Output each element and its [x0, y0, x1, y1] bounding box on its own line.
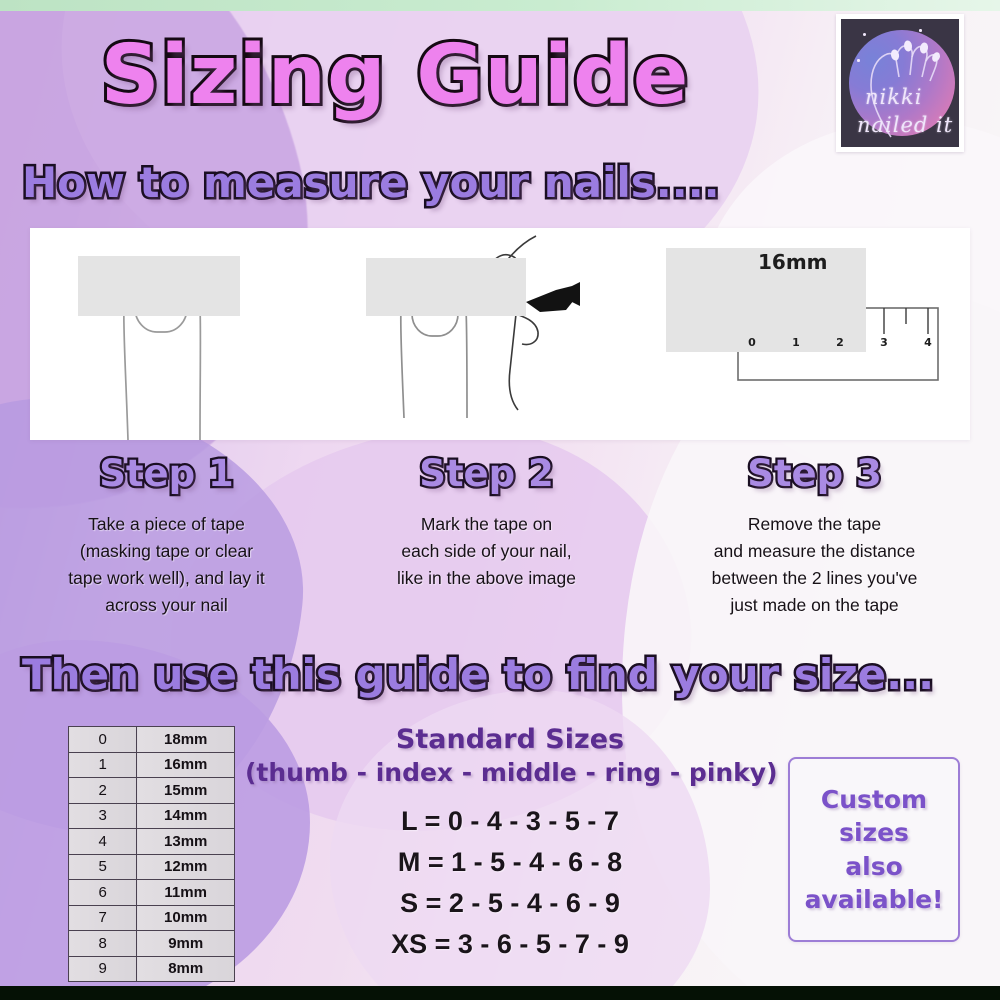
ruler-tick-0: 0	[748, 336, 756, 349]
step-3-line-1: Remove the tape	[747, 514, 882, 534]
size-value: 16mm	[136, 751, 235, 778]
list-item: S = 2 - 5 - 4 - 6 - 9	[400, 888, 620, 919]
size-value: 13mm	[136, 828, 235, 855]
ruler-tick-3: 3	[880, 336, 888, 349]
sparkle-icon	[919, 29, 922, 32]
size-key: 8	[67, 930, 138, 957]
size-key: 9	[67, 955, 138, 982]
step-1-line-1: Take a piece of tape	[88, 514, 245, 534]
step-2-line-2: each side of your nail,	[401, 541, 572, 562]
subtitle-how-to-measure: How to measure your nails....	[20, 156, 723, 210]
finger-marking-with-pen-diagram	[340, 228, 660, 440]
finger-with-tape-diagram	[30, 228, 340, 441]
custom-sizes-line-1: Custom	[820, 784, 928, 814]
size-value: 11mm	[136, 879, 235, 906]
size-value: 15mm	[136, 777, 235, 804]
step-3-line-2: and measure the distance	[713, 541, 916, 562]
size-key: 5	[67, 853, 138, 880]
size-value: 12mm	[136, 853, 235, 880]
step-1-line-4: across your nail	[105, 595, 228, 616]
step-1-line-3: tape work well), and lay it	[68, 568, 265, 589]
measurement-label: 16mm	[758, 250, 828, 274]
table-row: 6 11mm	[67, 879, 235, 906]
step-3: Step 3 Remove the tape and measure the d…	[648, 450, 981, 620]
table-row: 5 12mm	[67, 853, 235, 880]
size-key: 2	[67, 777, 138, 804]
step-1-line-2: (masking tape or clear	[79, 541, 254, 562]
table-row: 7 10mm	[67, 904, 235, 931]
step-2-line-3: like in the above image	[397, 568, 576, 589]
standard-sizes-subtitle: (thumb - index - middle - ring - pinky)	[245, 758, 778, 787]
ruler-tick-4: 4	[924, 336, 932, 349]
size-value: 18mm	[136, 726, 235, 753]
size-value: 9mm	[136, 930, 235, 957]
standard-sizes-block: Standard Sizes (thumb - index - middle -…	[245, 724, 778, 965]
ruler-tick-1: 1	[792, 336, 800, 349]
standard-sizes-list: L = 0 - 4 - 3 - 5 - 7 M = 1 - 5 - 4 - 6 …	[245, 801, 775, 965]
ruler-measuring-tape-diagram: 16mm 0 1 2 3	[660, 228, 970, 440]
step-3-body: Remove the tape and measure the distance…	[648, 511, 981, 620]
table-row: 0 18mm	[67, 726, 235, 753]
step-3-line-4: just made on the tape	[730, 595, 899, 616]
table-row: 3 14mm	[67, 802, 235, 829]
size-value: 14mm	[136, 802, 235, 829]
size-key: 4	[67, 828, 138, 855]
tape-strip	[78, 256, 240, 316]
size-key: 7	[67, 904, 138, 931]
tape-strip	[666, 248, 866, 352]
sparkle-icon	[937, 55, 940, 58]
table-row: 4 13mm	[67, 828, 235, 855]
step-2-body: Mark the tape on each side of your nail,…	[320, 511, 653, 592]
sparkle-icon	[863, 33, 866, 36]
table-row: 8 9mm	[67, 930, 235, 957]
brand-logo: nikki nailed it	[836, 14, 964, 152]
sparkle-icon	[857, 59, 860, 62]
logo-canvas: nikki nailed it	[841, 19, 959, 147]
step-2-heading: Step 2	[417, 450, 556, 498]
size-key: 0	[67, 726, 138, 753]
custom-sizes-line-2: sizes	[839, 818, 909, 847]
custom-sizes-line-3: also	[845, 851, 903, 881]
background-blob-pink-bottom	[330, 690, 710, 1000]
custom-sizes-callout: Custom sizes also available!	[788, 757, 960, 942]
size-key: 1	[67, 751, 138, 778]
list-item: XS = 3 - 6 - 5 - 7 - 9	[391, 929, 629, 960]
standard-sizes-title: Standard Sizes	[395, 724, 625, 755]
table-row: 1 16mm	[67, 751, 235, 778]
list-item: L = 0 - 4 - 3 - 5 - 7	[401, 806, 619, 836]
illustration-panel: 16mm 0 1 2 3	[30, 228, 970, 441]
size-value: 8mm	[136, 955, 235, 982]
size-key: 6	[67, 879, 138, 906]
size-chart-table: 0 18mm 1 16mm 2 15mm 3 14mm 4 13mm	[67, 726, 235, 982]
top-mint-band	[0, 0, 1000, 11]
logo-line-1: nikki	[865, 85, 923, 109]
step-3-line-3: between the 2 lines you've	[711, 568, 918, 589]
size-key: 3	[67, 802, 138, 829]
steps-row: Step 1 Take a piece of tape (masking tap…	[0, 450, 1000, 632]
tape-strip	[366, 258, 526, 316]
step-3-heading: Step 3	[745, 450, 884, 498]
table-row: 9 8mm	[67, 955, 235, 982]
logo-wordmark: nikki nailed it	[841, 19, 959, 147]
bottom-dark-band	[0, 986, 1000, 1000]
page-title: Sizing Guide	[98, 25, 692, 126]
ruler-tick-2: 2	[836, 336, 844, 349]
step-2: Step 2 Mark the tape on each side of you…	[320, 450, 653, 592]
hand-with-nails-icon	[870, 40, 940, 138]
step-2-line-1: Mark the tape on	[420, 514, 553, 534]
size-value: 10mm	[136, 904, 235, 931]
custom-sizes-line-4: available!	[804, 885, 944, 914]
step-1-heading: Step 1	[97, 450, 236, 498]
table-row: 2 15mm	[67, 777, 235, 804]
list-item: M = 1 - 5 - 4 - 6 - 8	[397, 847, 623, 878]
logo-line-2: nailed it	[857, 113, 954, 137]
step-1-body: Take a piece of tape (masking tape or cl…	[0, 511, 333, 620]
guide-heading: Then use this guide to find your size...	[19, 648, 936, 702]
step-1: Step 1 Take a piece of tape (masking tap…	[0, 450, 333, 620]
